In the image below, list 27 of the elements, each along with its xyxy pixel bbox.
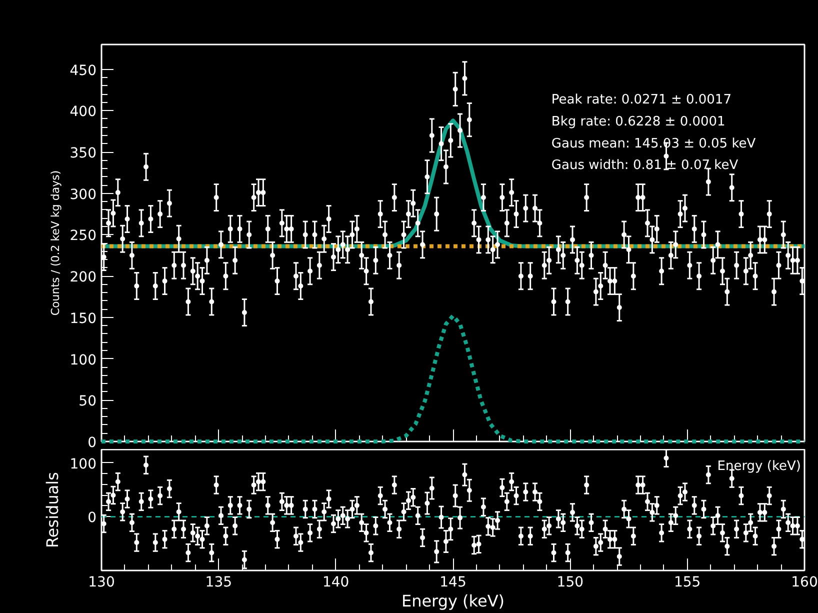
x-tick-label: 140 bbox=[322, 574, 350, 590]
y-tick-label: 100 bbox=[70, 352, 97, 368]
y-tick-label: 100 bbox=[70, 456, 97, 472]
y-tick-label: 250 bbox=[70, 228, 97, 244]
annotation: Gaus mean: 145.03 ± 0.05 keV bbox=[551, 136, 756, 152]
y-tick-label: 350 bbox=[70, 146, 97, 162]
annotation: Bkg rate: 0.6228 ± 0.0001 bbox=[551, 114, 726, 130]
y-axis-title: Residuals bbox=[42, 472, 62, 548]
y-tick-label: 0 bbox=[88, 510, 97, 526]
annotation: Energy (keV) bbox=[717, 458, 801, 474]
x-tick-label: 135 bbox=[205, 574, 232, 590]
annotation: Peak rate: 0.0271 ± 0.0017 bbox=[551, 92, 732, 108]
y-tick-label: 300 bbox=[70, 186, 97, 203]
x-tick-label: 160 bbox=[791, 574, 818, 590]
y-tick-label: 0 bbox=[88, 435, 97, 451]
annotation: Gaus width: 0.81 ± 0.07 keV bbox=[551, 158, 738, 174]
x-axis-title: Energy (keV) bbox=[401, 592, 505, 610]
x-tick-label: 150 bbox=[556, 574, 584, 590]
y-tick-label: 200 bbox=[70, 270, 97, 286]
x-tick-label: 145 bbox=[440, 574, 466, 590]
y-tick-label: 150 bbox=[70, 310, 97, 327]
y-tick-label: 50 bbox=[78, 394, 97, 410]
x-tick-label: 130 bbox=[88, 574, 115, 590]
y-tick-label: 450 bbox=[70, 62, 97, 79]
y-axis-title: Counts / (0.2 keV kg days) bbox=[48, 170, 62, 316]
y-tick-label: 400 bbox=[70, 104, 97, 120]
x-tick-label: 155 bbox=[674, 574, 701, 590]
